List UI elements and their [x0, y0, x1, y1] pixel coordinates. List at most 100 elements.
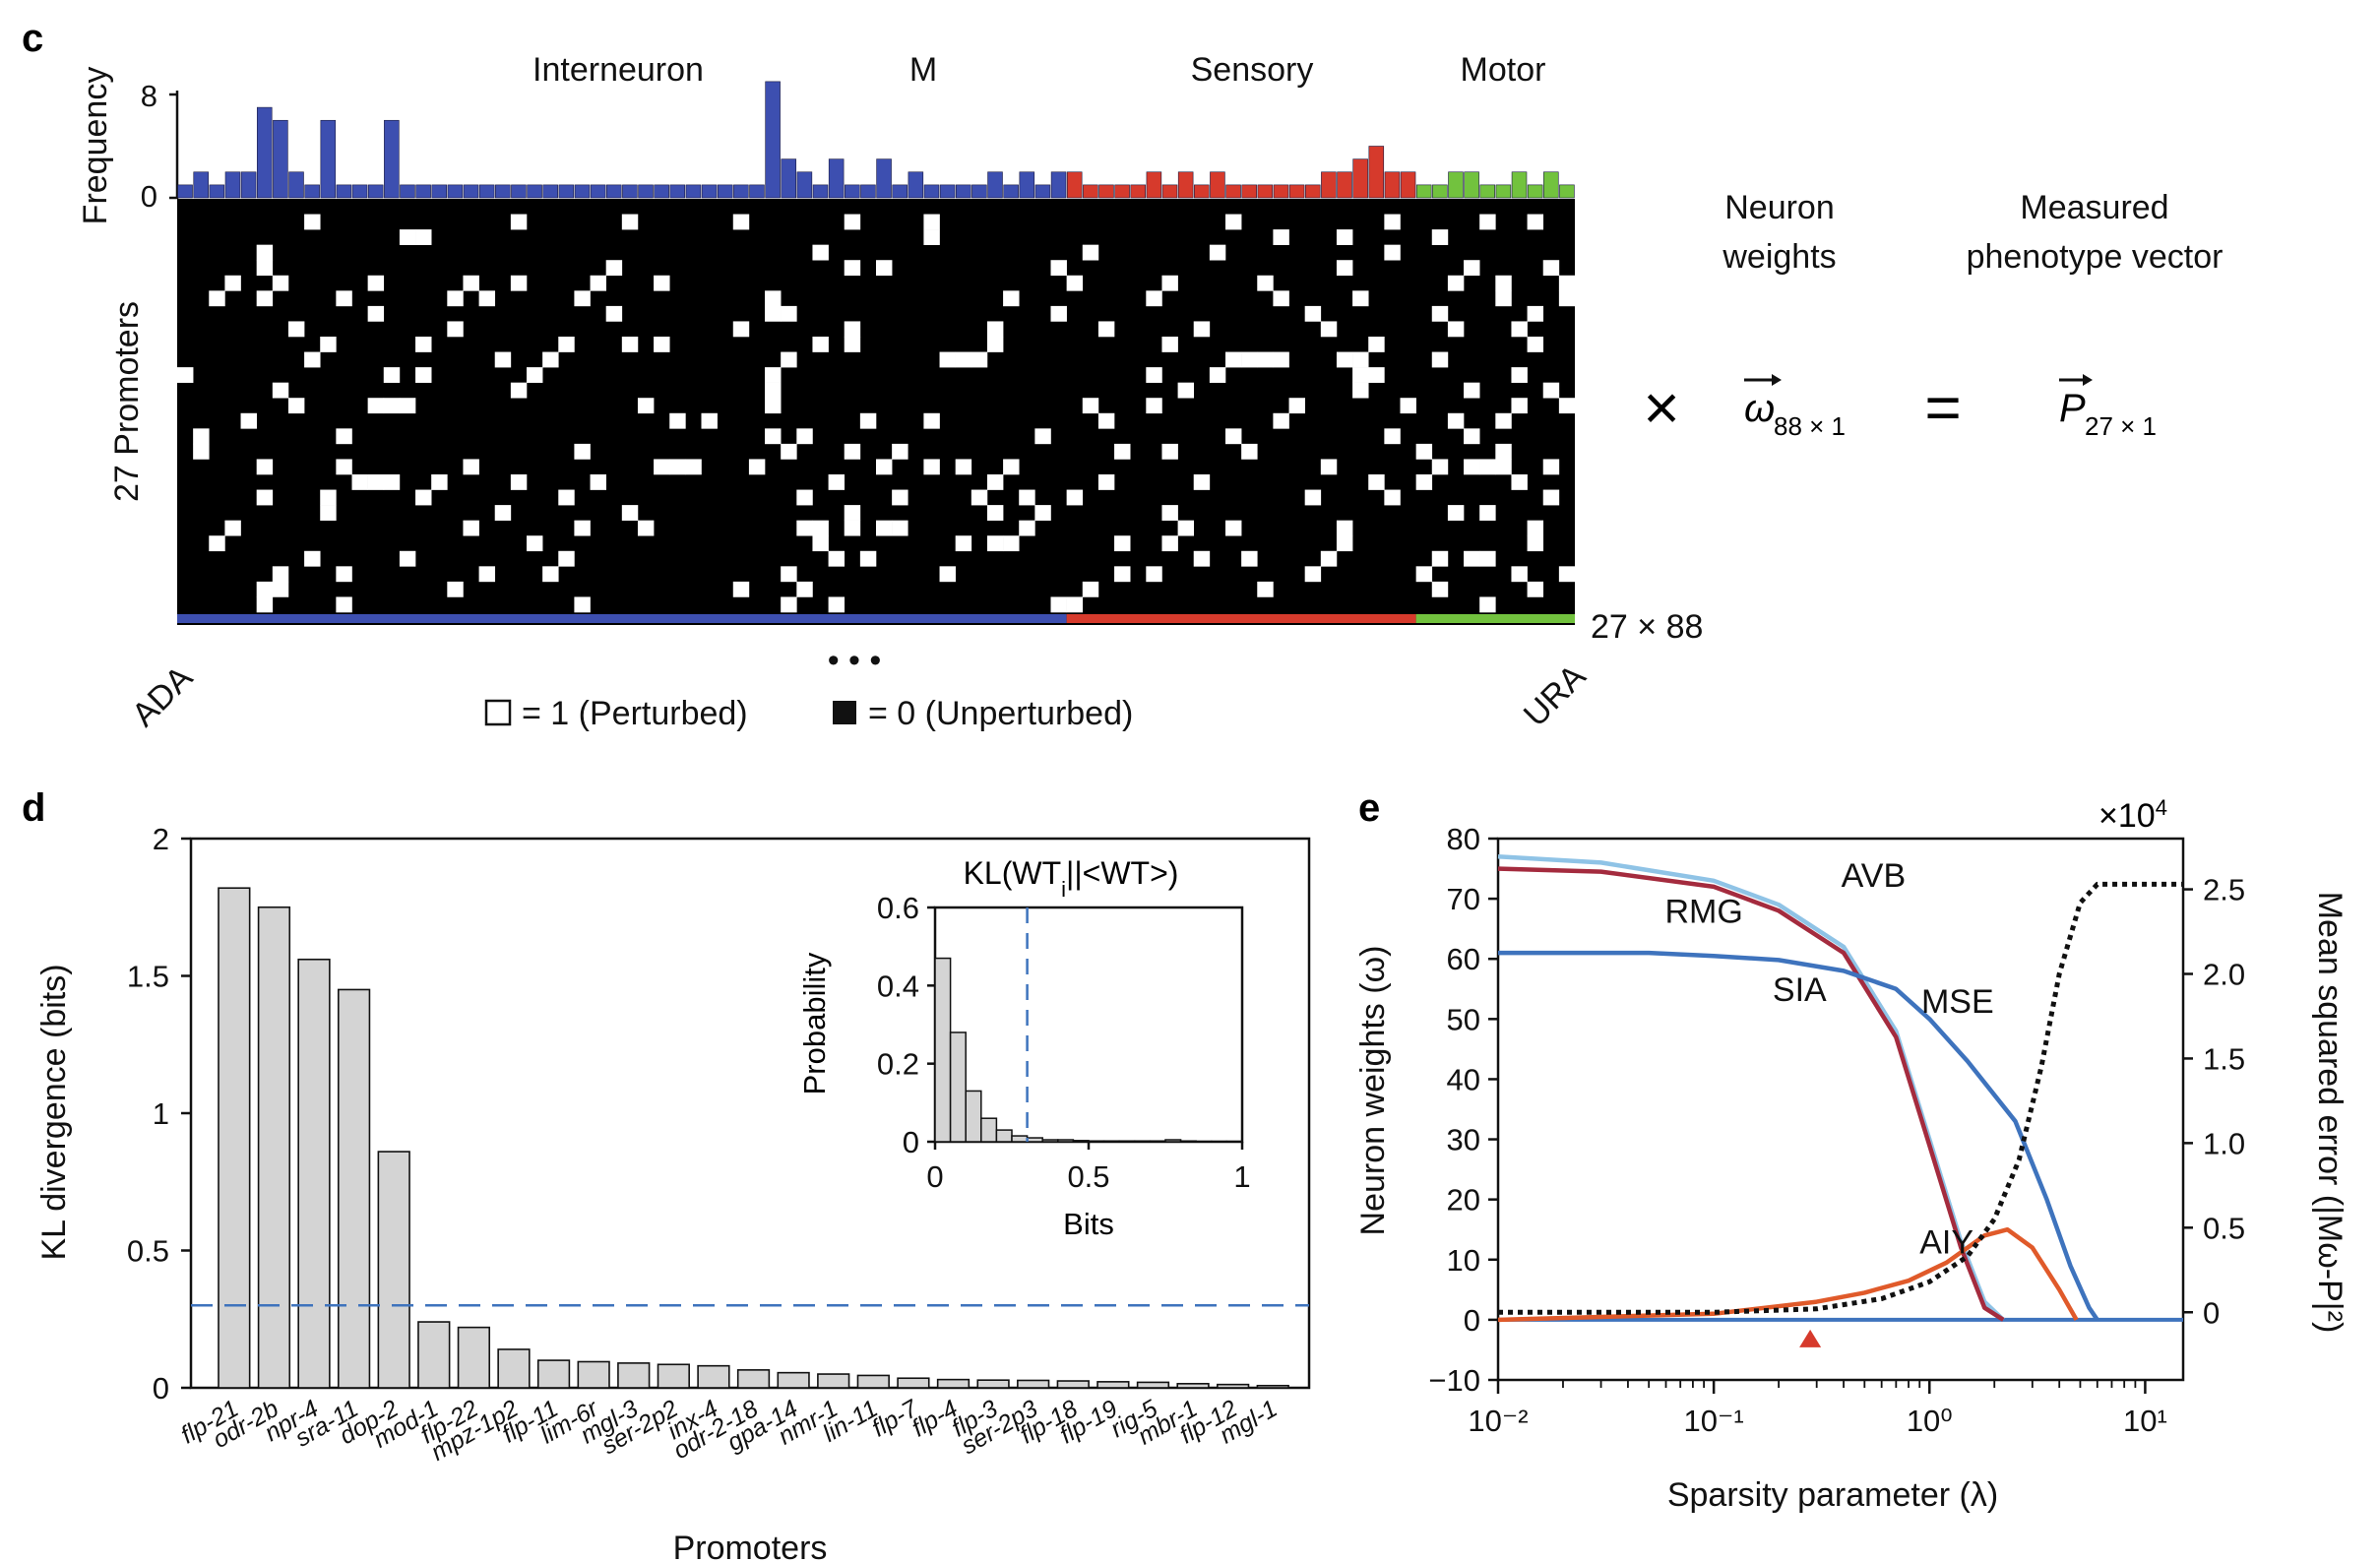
e-x-tick-label: 10⁰	[1907, 1404, 1953, 1438]
heatmap-cell-perturbed	[1097, 474, 1115, 490]
heatmap-cell-perturbed	[1431, 229, 1449, 245]
heatmap-cell-perturbed	[1464, 550, 1480, 567]
inset-bar	[1088, 1140, 1105, 1143]
kl-bar	[218, 887, 251, 1389]
heatmap-cell-perturbed	[510, 382, 528, 399]
heatmap-cell-perturbed	[510, 474, 528, 490]
frequency-axis-label: Frequency	[77, 67, 114, 225]
inset-x-tick-label: 0	[926, 1159, 943, 1194]
heatmap-cell-perturbed	[781, 351, 797, 368]
heatmap-cell-perturbed	[892, 443, 908, 460]
heatmap-cell-perturbed	[859, 550, 877, 567]
p-symbol: P	[2059, 387, 2086, 430]
kl-bar	[536, 1359, 571, 1389]
heatmap-cell-perturbed	[621, 505, 639, 521]
group-label-sensory: Sensory	[1191, 51, 1314, 89]
inset-ylabel: Probability	[797, 952, 832, 1094]
heatmap-cell-perturbed	[971, 489, 988, 506]
heatmap-cell-perturbed	[304, 214, 321, 230]
heatmap-cell-perturbed	[1384, 428, 1401, 445]
heatmap-cell-perturbed	[415, 367, 432, 383]
frequency-bar	[1098, 184, 1114, 199]
frequency-bar	[367, 184, 384, 199]
heatmap-cell-perturbed	[272, 566, 289, 583]
kl-bar	[617, 1362, 651, 1389]
frequency-bar	[1225, 184, 1241, 199]
heatmap-cell-perturbed	[256, 596, 274, 613]
heatmap-cells	[177, 214, 1576, 613]
frequency-bar	[1257, 184, 1274, 199]
kl-ylabel: KL divergence (bits)	[35, 964, 73, 1260]
frequency-bar	[1210, 171, 1225, 199]
heatmap-cell-perturbed	[955, 351, 972, 368]
heatmap-cell-perturbed	[527, 535, 543, 552]
frequency-bar	[845, 184, 860, 199]
heatmap-cell-perturbed	[272, 382, 289, 399]
frequency-bar	[1003, 184, 1019, 199]
heatmap-cell-perturbed	[876, 520, 893, 536]
heatmap-cell-perturbed	[892, 489, 908, 506]
heatmap-cell-perturbed	[732, 214, 750, 230]
heatmap-cell-perturbed	[1527, 520, 1544, 536]
heatmap-cell-perturbed	[256, 459, 274, 475]
heatmap-cell-perturbed	[415, 337, 432, 352]
freq-tick-max: 8	[141, 79, 157, 113]
frequency-bar	[574, 184, 591, 199]
heatmap-cell-perturbed	[1050, 260, 1067, 277]
heatmap-cell-perturbed	[256, 489, 274, 506]
e-line-sia	[1498, 950, 2099, 1322]
heatmap-cell-perturbed	[1447, 505, 1465, 521]
e-y-tick-label: 50	[1447, 1002, 1480, 1036]
heatmap-cell-perturbed	[828, 596, 846, 613]
heatmap-cell-perturbed	[351, 474, 368, 490]
frequency-bar	[1543, 171, 1559, 199]
heatmap-cell-perturbed	[955, 535, 972, 552]
e-series-labels: AVB RMG SIA AIY MSE	[1664, 857, 1993, 1262]
heatmap-cell-perturbed	[923, 459, 940, 475]
heatmap-cell-perturbed	[939, 351, 956, 368]
heatmap-cell-perturbed	[1464, 459, 1480, 475]
heatmap-cell-perturbed	[590, 474, 606, 490]
heatmap-cell-perturbed	[1320, 459, 1338, 475]
heatmap-cell-perturbed	[447, 581, 464, 597]
heatmap-cell-perturbed	[1241, 443, 1258, 460]
e-series-label-avb: AVB	[1842, 857, 1907, 895]
heatmap-cell-perturbed	[224, 520, 241, 536]
frequency-bar	[1321, 171, 1337, 199]
inset-bar	[1118, 1140, 1136, 1143]
heatmap-cell-perturbed	[1415, 443, 1433, 460]
frequency-bar	[351, 184, 368, 199]
frequency-bar	[495, 184, 511, 199]
heatmap-cell-perturbed	[1019, 489, 1035, 506]
heatmap-cell-perturbed	[494, 505, 512, 521]
heatmap-cell-perturbed	[1368, 337, 1385, 352]
phenotype-title-line1: Measured	[2020, 189, 2168, 226]
heatmap-cell-perturbed	[1193, 474, 1211, 490]
e-y-tick-label: 40	[1447, 1062, 1480, 1096]
heatmap-cell-perturbed	[892, 520, 908, 536]
heatmap-cell-perturbed	[986, 474, 1004, 490]
frequency-bar	[638, 184, 654, 199]
kl-bar	[1017, 1379, 1050, 1389]
frequency-bar	[1273, 184, 1289, 199]
heatmap-cell-perturbed	[812, 520, 829, 536]
kl-bar	[1176, 1383, 1210, 1389]
frequency-bar	[1448, 171, 1464, 199]
frequency-bar	[892, 184, 908, 199]
heatmap-cell-perturbed	[1336, 535, 1353, 552]
frequency-bar	[717, 184, 733, 199]
heatmap-cell-perturbed	[1273, 229, 1289, 245]
frequency-bar	[955, 184, 971, 199]
frequency-bar	[1066, 171, 1083, 199]
e-y-tick-label: 10	[1447, 1243, 1480, 1278]
e-y2-tick-label: 1.0	[2203, 1126, 2245, 1160]
heatmap-cell-perturbed	[383, 367, 401, 383]
e-y-tick-label: 80	[1447, 822, 1480, 856]
heatmap-cell-perturbed	[1320, 550, 1338, 567]
heatmap-cell-perturbed	[844, 520, 861, 536]
heatmap-cell-perturbed	[876, 459, 893, 475]
frequency-bar	[1288, 184, 1305, 199]
heatmap-cell-perturbed	[574, 290, 591, 307]
heatmap-cell-perturbed	[1558, 275, 1576, 291]
heatmap-cell-perturbed	[621, 214, 639, 230]
